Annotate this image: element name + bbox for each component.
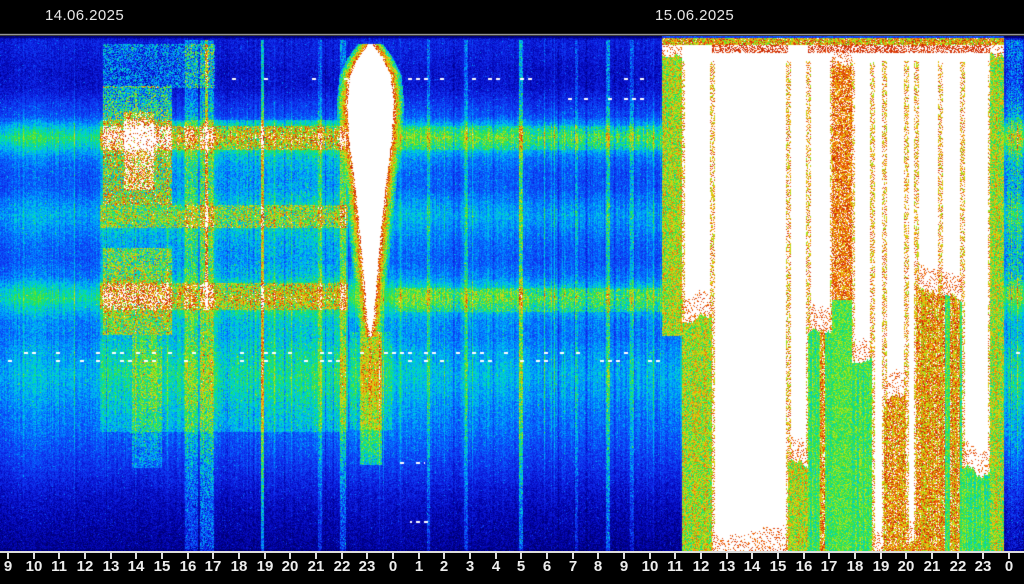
- x-axis: 9 10 11 12 13 14 15 16 17 18 19 20 21 22 23 0 1 2 3 4 5 6 7 8 9 1…: [0, 551, 1024, 584]
- x-tick: [264, 553, 266, 559]
- x-tick-label: 0: [1004, 558, 1014, 575]
- x-tick-label: 22: [949, 558, 967, 575]
- x-tick: [341, 553, 343, 559]
- x-tick: [751, 553, 753, 559]
- x-tick-label: 22: [333, 558, 351, 575]
- x-tick: [905, 553, 907, 559]
- x-tick-label: 14: [127, 558, 145, 575]
- x-tick-label: 14: [743, 558, 761, 575]
- x-tick: [135, 553, 137, 559]
- x-tick-label: 0: [388, 558, 398, 575]
- x-tick-label: 7: [568, 558, 578, 575]
- x-tick-label: 23: [974, 558, 992, 575]
- x-tick: [289, 553, 291, 559]
- x-tick-label: 17: [820, 558, 838, 575]
- separator-line: [0, 33, 1024, 36]
- x-tick-label: 17: [204, 558, 222, 575]
- x-tick-label: 11: [51, 558, 67, 575]
- x-tick-label: 6: [542, 558, 552, 575]
- date-label-day2: 15.06.2025: [655, 7, 735, 24]
- x-tick: [418, 553, 420, 559]
- x-tick-label: 3: [465, 558, 475, 575]
- date-label-day1: 14.06.2025: [45, 7, 125, 24]
- x-tick-label: 2: [439, 558, 449, 575]
- x-tick: [187, 553, 189, 559]
- x-tick: [880, 553, 882, 559]
- x-tick: [546, 553, 548, 559]
- x-tick: [957, 553, 959, 559]
- x-tick: [572, 553, 574, 559]
- x-tick: [161, 553, 163, 559]
- x-axis-line: [0, 551, 1024, 553]
- x-tick: [674, 553, 676, 559]
- x-tick: [7, 553, 9, 559]
- x-tick: [1008, 553, 1010, 559]
- x-tick-label: 21: [923, 558, 941, 575]
- x-tick: [58, 553, 60, 559]
- x-tick: [726, 553, 728, 559]
- x-tick-label: 8: [593, 558, 603, 575]
- x-tick-label: 20: [281, 558, 299, 575]
- x-tick: [33, 553, 35, 559]
- x-tick-label: 10: [641, 558, 659, 575]
- x-tick-label: 9: [3, 558, 13, 575]
- x-tick: [84, 553, 86, 559]
- x-tick-label: 9: [619, 558, 629, 575]
- spectrogram-canvas: [0, 36, 1024, 552]
- x-tick: [777, 553, 779, 559]
- x-tick-label: 19: [872, 558, 890, 575]
- x-tick: [700, 553, 702, 559]
- x-tick-label: 15: [153, 558, 171, 575]
- x-tick-label: 13: [718, 558, 736, 575]
- x-tick-label: 21: [307, 558, 325, 575]
- x-tick-label: 23: [358, 558, 376, 575]
- x-tick-label: 12: [76, 558, 94, 575]
- x-tick-label: 18: [230, 558, 248, 575]
- x-tick: [854, 553, 856, 559]
- x-tick: [212, 553, 214, 559]
- x-tick: [623, 553, 625, 559]
- x-tick-label: 10: [25, 558, 43, 575]
- x-tick-label: 18: [846, 558, 864, 575]
- x-tick: [469, 553, 471, 559]
- x-tick-label: 4: [491, 558, 501, 575]
- x-tick-label: 5: [516, 558, 526, 575]
- x-tick: [110, 553, 112, 559]
- x-tick-label: 16: [179, 558, 197, 575]
- x-tick: [982, 553, 984, 559]
- x-tick-label: 15: [769, 558, 787, 575]
- x-tick: [803, 553, 805, 559]
- x-tick-label: 11: [667, 558, 683, 575]
- x-tick-label: 20: [897, 558, 915, 575]
- x-tick: [443, 553, 445, 559]
- x-tick: [520, 553, 522, 559]
- x-tick: [649, 553, 651, 559]
- x-tick-label: 19: [256, 558, 274, 575]
- x-tick: [828, 553, 830, 559]
- x-tick: [392, 553, 394, 559]
- x-tick: [238, 553, 240, 559]
- x-tick: [495, 553, 497, 559]
- x-tick-label: 12: [692, 558, 710, 575]
- x-tick: [315, 553, 317, 559]
- x-tick-label: 16: [795, 558, 813, 575]
- x-tick-label: 13: [102, 558, 120, 575]
- top-date-bar: 14.06.2025 15.06.2025: [0, 0, 1024, 33]
- x-tick: [597, 553, 599, 559]
- x-tick: [931, 553, 933, 559]
- x-tick-label: 1: [414, 558, 424, 575]
- x-tick: [366, 553, 368, 559]
